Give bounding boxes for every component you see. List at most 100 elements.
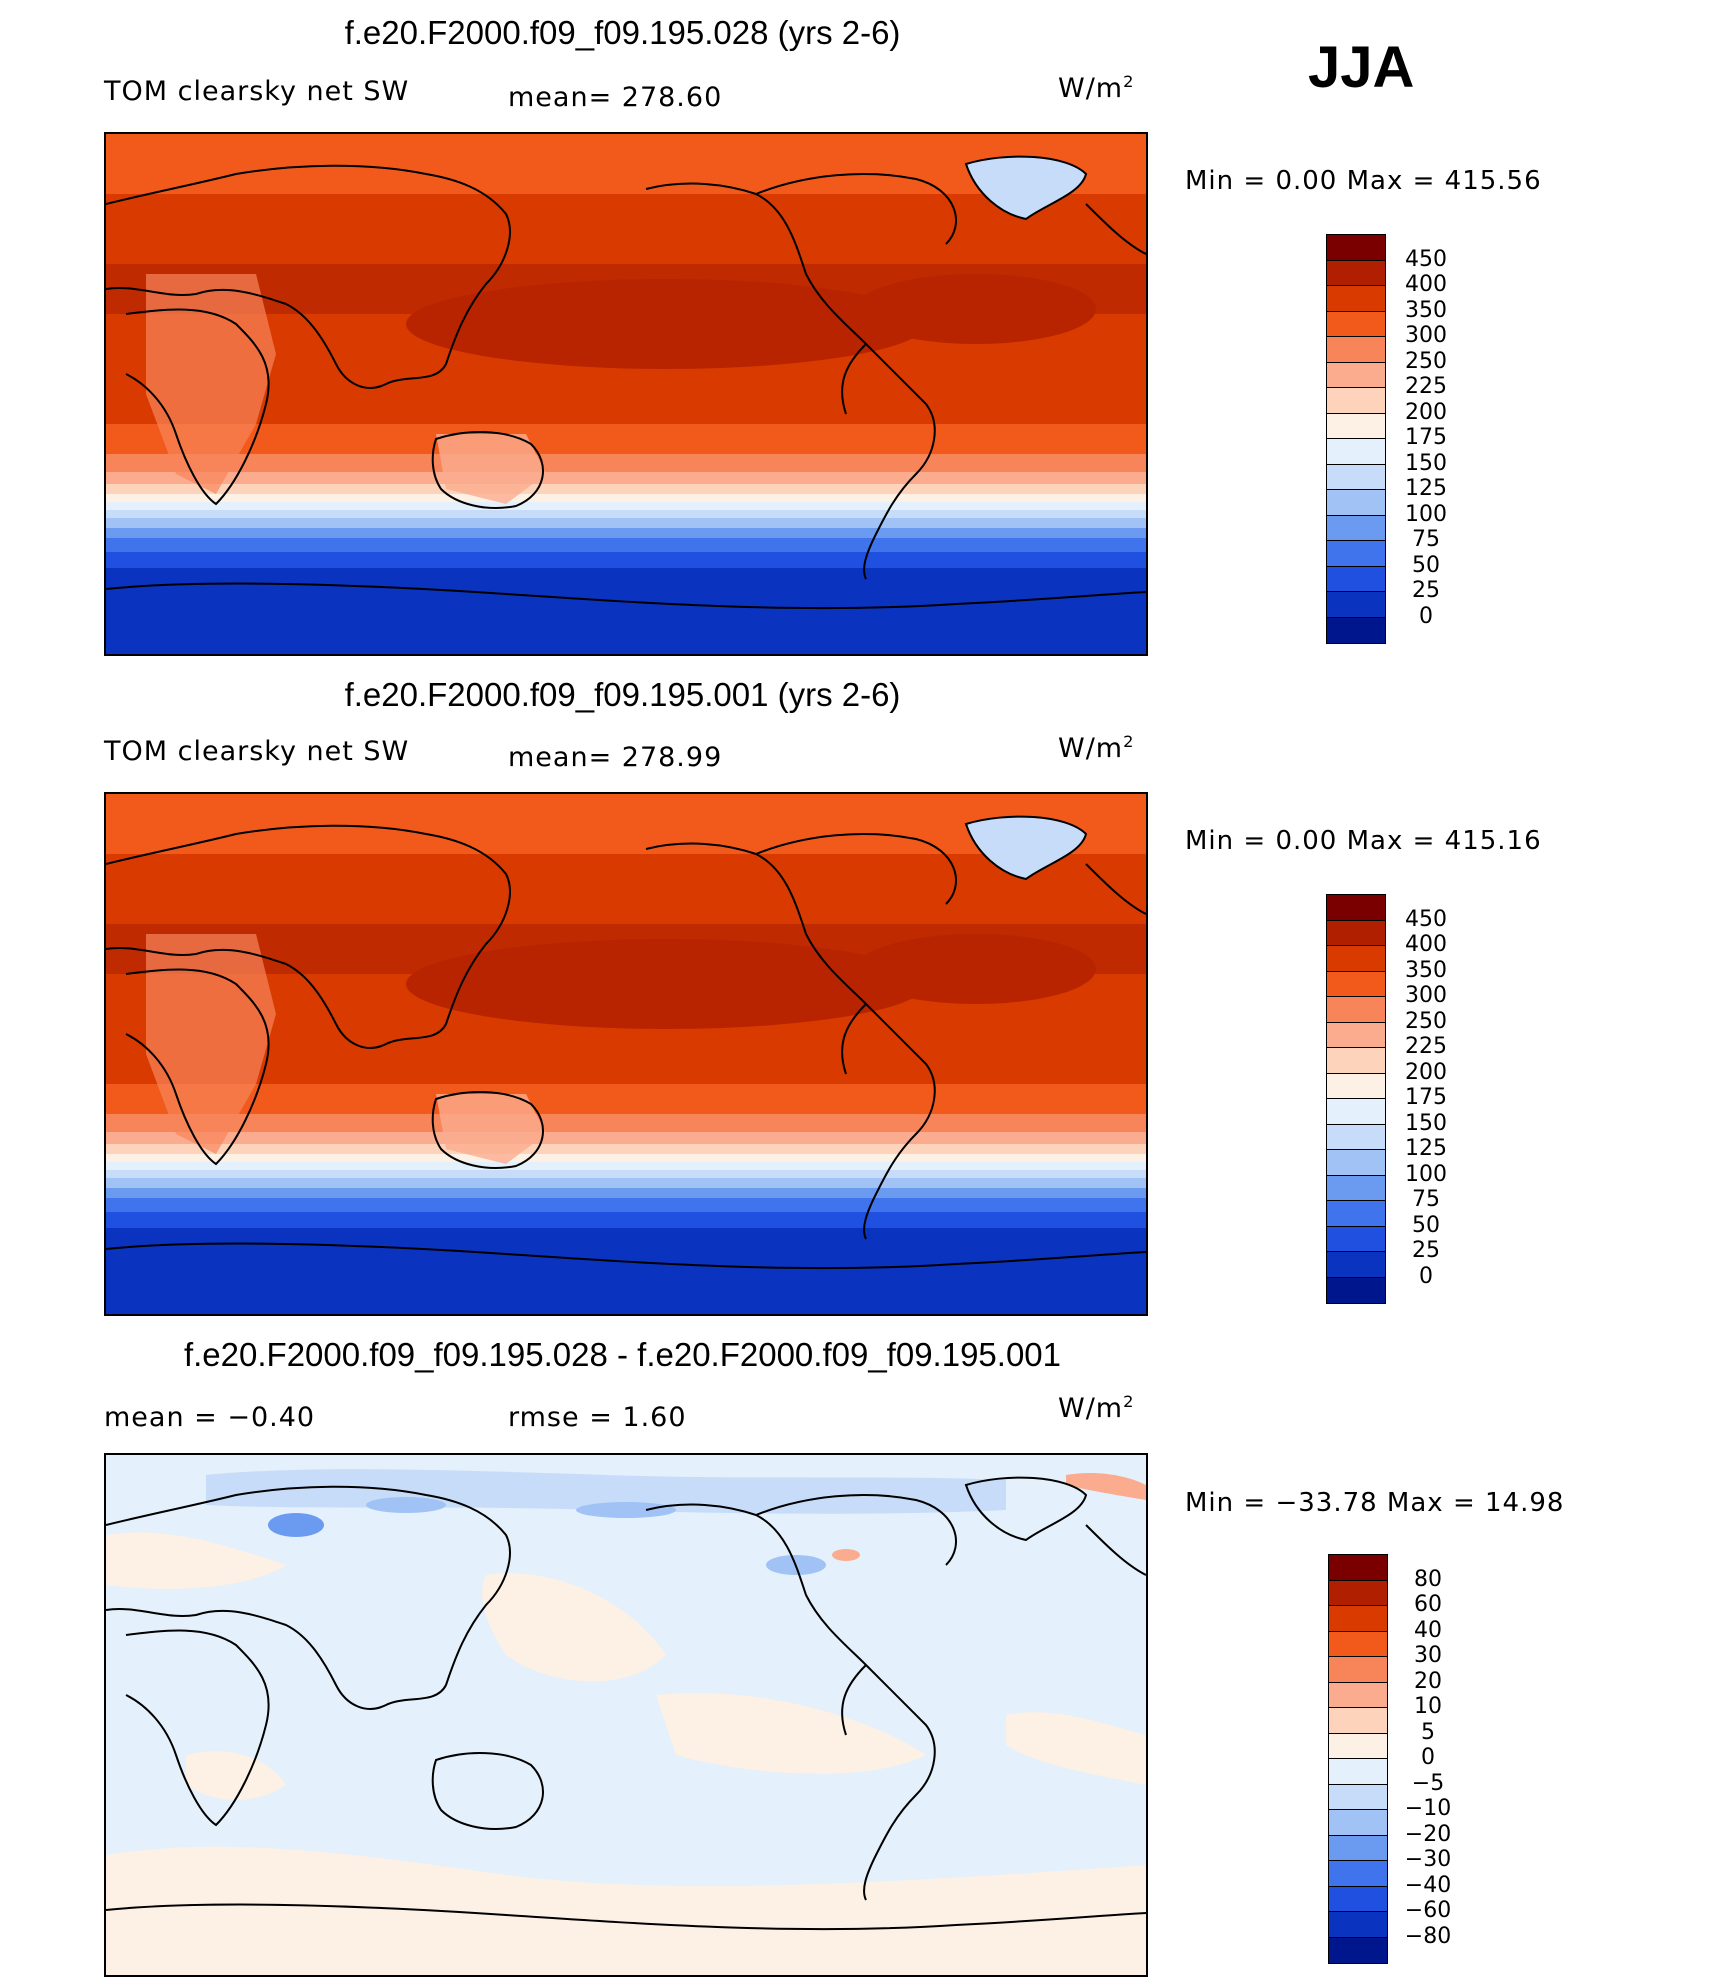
- panel-1-mean: mean= 278.60: [508, 82, 723, 113]
- colorbar-swatch: [1327, 946, 1385, 972]
- colorbar-tick-label: 0: [1419, 603, 1433, 629]
- colorbar-tick-label: 450: [1405, 906, 1447, 932]
- colorbar-tick-label: 200: [1405, 1059, 1447, 1085]
- colorbar-tick-label: 250: [1405, 348, 1447, 374]
- colorbar-swatch: [1329, 1657, 1387, 1683]
- colorbar-swatch: [1327, 1022, 1385, 1048]
- colorbar-swatch: [1329, 1784, 1387, 1810]
- panel-1-colorbar: [1326, 234, 1386, 644]
- colorbar-swatch: [1327, 388, 1385, 414]
- colorbar-tick-label: −5: [1411, 1770, 1445, 1796]
- colorbar-tick-label: 200: [1405, 399, 1447, 425]
- colorbar-swatch: [1327, 971, 1385, 997]
- colorbar-swatch: [1327, 1175, 1385, 1201]
- panel-2-title: f.e20.F2000.f09_f09.195.001 (yrs 2-6): [344, 676, 901, 713]
- colorbar-tick-label: 350: [1405, 297, 1447, 323]
- colorbar-tick-label: 225: [1405, 1034, 1447, 1059]
- season-label: JJA: [1308, 35, 1415, 100]
- panel-2-colorbar: [1326, 894, 1386, 1304]
- colorbar-swatch: [1327, 1277, 1385, 1303]
- colorbar-swatch: [1327, 515, 1385, 541]
- colorbar-tick-label: 100: [1405, 1161, 1447, 1187]
- colorbar-swatch: [1327, 920, 1385, 946]
- colorbar-tick-label: 175: [1405, 425, 1447, 450]
- colorbar-swatch: [1329, 1861, 1387, 1887]
- panel-2-units: W/m2: [1058, 732, 1135, 764]
- colorbar-tick-label: 125: [1405, 1136, 1447, 1161]
- panel-2-map: [104, 792, 1148, 1316]
- colorbar-tick-label: 250: [1405, 1008, 1447, 1034]
- colorbar-tick-label: 75: [1412, 1187, 1440, 1212]
- colorbar-swatch: [1329, 1555, 1387, 1581]
- colorbar-tick-label: 60: [1414, 1592, 1442, 1617]
- panel-3-units: W/m2: [1058, 1392, 1135, 1424]
- colorbar-tick-label: 30: [1414, 1643, 1442, 1668]
- colorbar-swatch: [1327, 1124, 1385, 1150]
- panel-1-map: [104, 132, 1148, 656]
- panel-2-mean: mean= 278.99: [508, 742, 723, 773]
- colorbar-swatch: [1327, 617, 1385, 643]
- colorbar-tick-label: −30: [1404, 1847, 1452, 1872]
- colorbar-tick-label: 300: [1405, 983, 1447, 1008]
- panel-1-variable-label: TOM clearsky net SW: [104, 76, 410, 107]
- panel-3-minmax: Min = −33.78 Max = 14.98: [1185, 1488, 1565, 1518]
- panel-3-rmse: rmse = 1.60: [508, 1402, 687, 1433]
- colorbar-swatch: [1327, 1226, 1385, 1252]
- colorbar-swatch: [1329, 1937, 1387, 1963]
- panel-1-units: W/m2: [1058, 72, 1135, 104]
- colorbar-swatch: [1327, 362, 1385, 388]
- colorbar-swatch: [1327, 566, 1385, 592]
- panel-3-map: [104, 1453, 1148, 1977]
- colorbar-tick-label: 0: [1421, 1745, 1435, 1770]
- colorbar-swatch: [1329, 1733, 1387, 1759]
- colorbar-swatch: [1329, 1912, 1387, 1938]
- panel-3-mean: mean = −0.40: [104, 1402, 316, 1433]
- colorbar-swatch: [1327, 592, 1385, 618]
- colorbar-swatch: [1327, 439, 1385, 465]
- panel-1-minmax: Min = 0.00 Max = 415.56: [1185, 166, 1542, 196]
- colorbar-tick-label: 150: [1405, 450, 1447, 476]
- colorbar-tick-label: 80: [1414, 1566, 1442, 1592]
- colorbar-tick-label: −10: [1404, 1796, 1452, 1821]
- colorbar-tick-label: 75: [1412, 527, 1440, 552]
- colorbar-tick-label: −80: [1404, 1923, 1452, 1949]
- colorbar-tick-label: 10: [1414, 1694, 1442, 1719]
- colorbar-swatch: [1327, 1048, 1385, 1074]
- colorbar-swatch: [1329, 1682, 1387, 1708]
- colorbar-tick-label: 150: [1405, 1110, 1447, 1136]
- colorbar-tick-label: −40: [1404, 1872, 1452, 1898]
- colorbar-tick-label: 5: [1421, 1719, 1435, 1745]
- colorbar-tick-label: 400: [1405, 272, 1447, 297]
- colorbar-swatch: [1327, 337, 1385, 363]
- colorbar-swatch: [1327, 490, 1385, 516]
- colorbar-tick-label: 450: [1405, 246, 1447, 272]
- colorbar-swatch: [1327, 413, 1385, 439]
- colorbar-tick-label: 100: [1405, 501, 1447, 527]
- colorbar-swatch: [1329, 1708, 1387, 1734]
- colorbar-tick-label: 300: [1405, 323, 1447, 348]
- panel-1-title: f.e20.F2000.f09_f09.195.028 (yrs 2-6): [344, 14, 901, 51]
- colorbar-tick-label: 50: [1412, 552, 1440, 578]
- colorbar-swatch: [1327, 1099, 1385, 1125]
- colorbar-tick-label: 225: [1405, 374, 1447, 399]
- colorbar-swatch: [1327, 895, 1385, 921]
- colorbar-tick-label: 50: [1412, 1212, 1440, 1238]
- colorbar-swatch: [1327, 235, 1385, 261]
- colorbar-tick-label: −60: [1404, 1898, 1452, 1923]
- colorbar-tick-label: 25: [1412, 578, 1440, 603]
- colorbar-tick-label: 175: [1405, 1085, 1447, 1110]
- colorbar-swatch: [1327, 541, 1385, 567]
- colorbar-tick-label: 350: [1405, 957, 1447, 983]
- colorbar-swatch: [1329, 1886, 1387, 1912]
- colorbar-swatch: [1327, 1073, 1385, 1099]
- panel-3-title: f.e20.F2000.f09_f09.195.028 - f.e20.F200…: [183, 1336, 1062, 1373]
- colorbar-swatch: [1329, 1810, 1387, 1836]
- colorbar-swatch: [1327, 1201, 1385, 1227]
- colorbar-swatch: [1329, 1580, 1387, 1606]
- colorbar-tick-label: 125: [1405, 476, 1447, 501]
- colorbar-swatch: [1329, 1631, 1387, 1657]
- colorbar-swatch: [1327, 1252, 1385, 1278]
- colorbar-swatch: [1327, 464, 1385, 490]
- colorbar-tick-label: −20: [1404, 1821, 1452, 1847]
- colorbar-swatch: [1327, 311, 1385, 337]
